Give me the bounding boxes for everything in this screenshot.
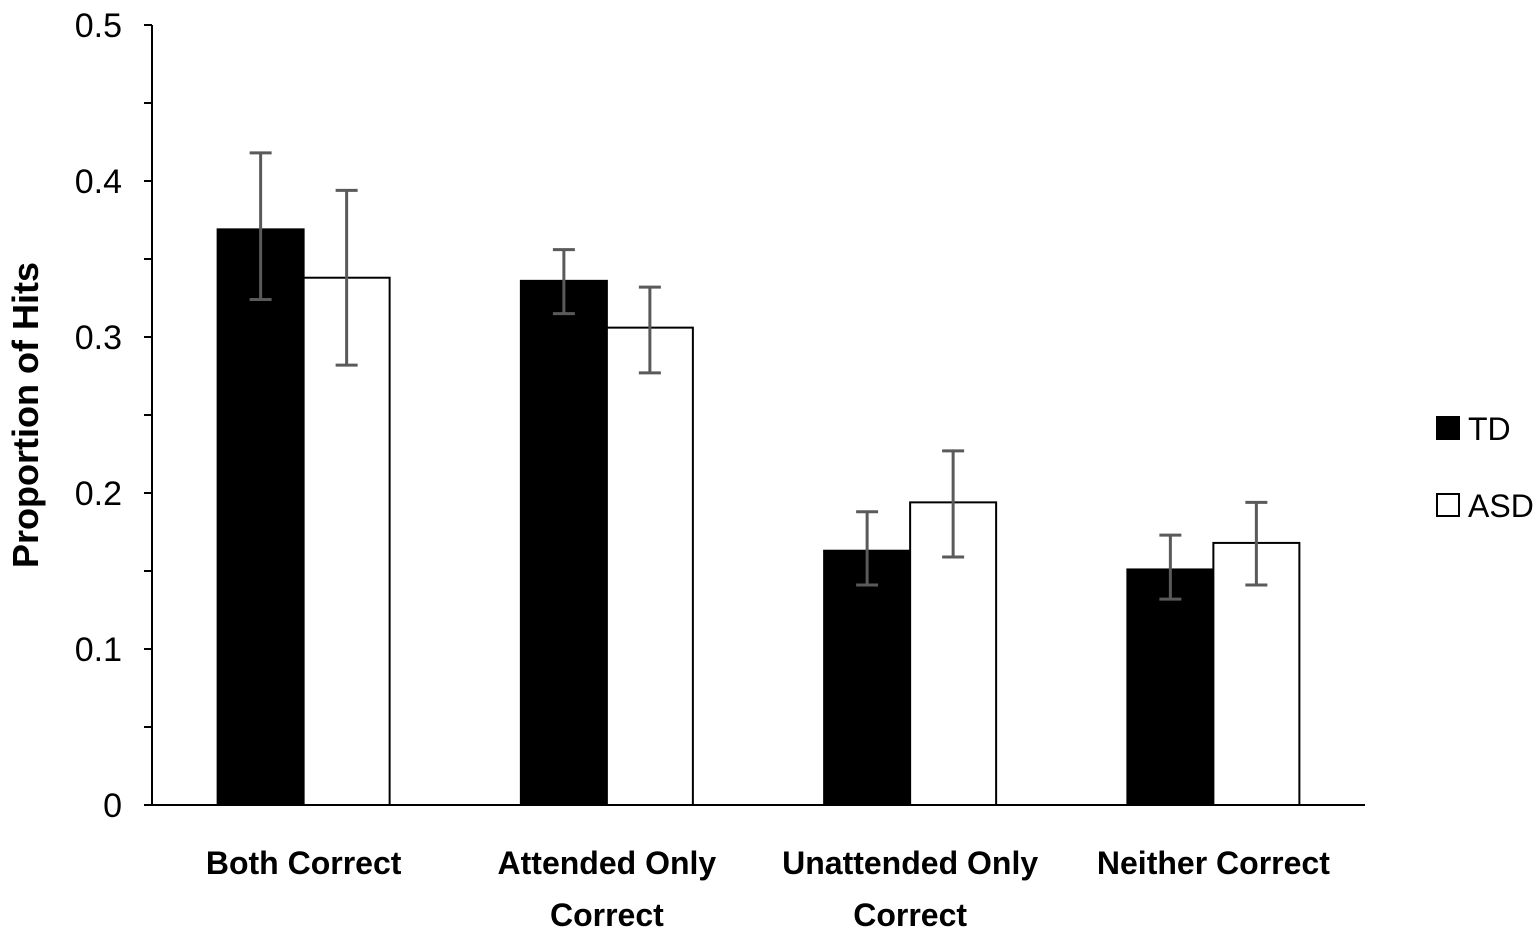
x-category-label: Neither Correct xyxy=(1097,845,1330,881)
legend: TD ASD xyxy=(1436,411,1534,524)
x-category-label: Unattended Only Correct xyxy=(782,845,1038,933)
y-tick-label: 0.2 xyxy=(75,475,122,513)
bars xyxy=(216,228,1301,807)
y-tick-label: 0.4 xyxy=(75,163,122,201)
legend-label-asd: ASD xyxy=(1468,488,1534,524)
legend-swatch-asd xyxy=(1436,493,1460,517)
bar-td-3 xyxy=(1126,568,1215,806)
legend-label-td: TD xyxy=(1468,411,1511,447)
y-tick-label: 0.3 xyxy=(75,319,122,357)
y-tick-label: 0.1 xyxy=(75,631,122,669)
y-axis-title: Proportion of Hits xyxy=(5,262,46,568)
y-tick-label: 0.5 xyxy=(75,7,122,45)
x-category-label-line: Both Correct xyxy=(206,845,402,881)
error-bars xyxy=(249,151,1268,601)
x-category-label-line: Neither Correct xyxy=(1097,845,1330,881)
x-category-label: Both Correct xyxy=(206,845,402,881)
x-category-label: Attended Only Correct xyxy=(498,845,717,933)
bar-asd-1 xyxy=(605,326,694,806)
x-axis: Both Correct Attended Only CorrectUnattend… xyxy=(152,804,1365,933)
y-axis: 0 0.1 0.2 0.3 0.4 0.5 xyxy=(75,7,153,825)
x-category-label-line: Attended Only xyxy=(498,845,717,881)
legend-swatch-td xyxy=(1436,416,1460,440)
bar-td-1 xyxy=(519,279,608,806)
x-category-label-line: Correct xyxy=(550,897,664,933)
y-tick-label: 0 xyxy=(103,787,122,825)
x-category-label-line: Correct xyxy=(853,897,967,933)
bar-td-0 xyxy=(216,228,305,807)
bar-td-2 xyxy=(823,549,912,806)
x-category-label-line: Unattended Only xyxy=(782,845,1038,881)
